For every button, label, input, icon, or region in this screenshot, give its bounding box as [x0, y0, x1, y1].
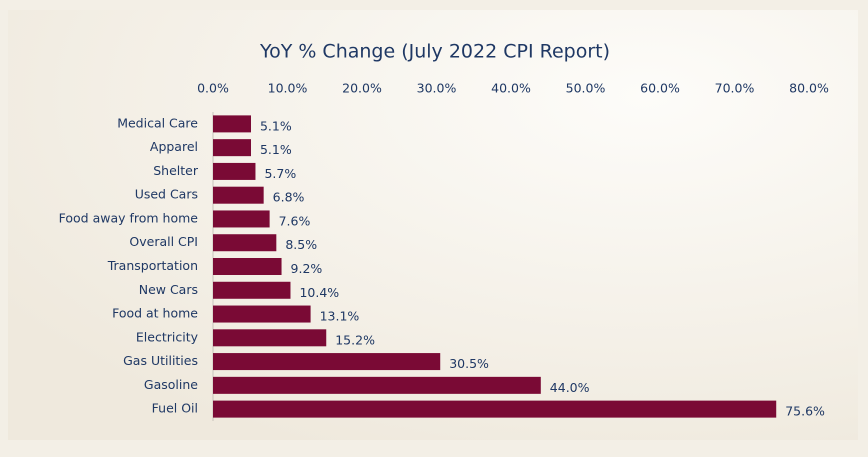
- x-tick-label: 70.0%: [715, 81, 755, 96]
- bar: [213, 305, 311, 323]
- data-label: 5.1%: [260, 118, 292, 133]
- data-label: 15.2%: [335, 332, 375, 347]
- x-tick-label: 80.0%: [789, 81, 829, 96]
- bar: [213, 210, 270, 228]
- bar: [213, 281, 291, 299]
- x-tick-label: 40.0%: [491, 81, 531, 96]
- bar: [213, 353, 441, 371]
- chart-title: YoY % Change (July 2022 CPI Report): [259, 41, 610, 63]
- y-tick-label: Apparel: [150, 139, 198, 154]
- bar: [213, 258, 282, 275]
- x-tick-label: 10.0%: [268, 81, 308, 96]
- bar: [213, 329, 327, 347]
- data-label: 5.1%: [260, 142, 292, 157]
- bar: [213, 139, 251, 157]
- y-tick-label: Overall CPI: [129, 234, 198, 249]
- data-label: 6.8%: [273, 190, 305, 205]
- y-tick-label: Food at home: [112, 306, 198, 321]
- data-label: 13.1%: [320, 309, 360, 324]
- bar: [213, 186, 264, 204]
- x-tick-label: 50.0%: [566, 81, 606, 96]
- bar: [213, 376, 541, 394]
- data-label: 10.4%: [299, 285, 339, 300]
- bar: [213, 400, 777, 418]
- x-tick-label: 60.0%: [640, 81, 680, 96]
- data-label: 44.0%: [550, 380, 590, 395]
- bar: [213, 234, 277, 252]
- data-label: 5.7%: [264, 166, 296, 181]
- data-label: 7.6%: [279, 213, 311, 228]
- y-tick-label: Gasoline: [144, 377, 198, 392]
- y-tick-label: New Cars: [139, 282, 198, 297]
- y-tick-label: Electricity: [136, 329, 199, 344]
- data-label: 30.5%: [449, 356, 489, 371]
- y-tick-label: Shelter: [153, 163, 199, 178]
- bar: [213, 162, 256, 180]
- y-tick-label: Fuel Oil: [152, 401, 198, 416]
- x-tick-label: 20.0%: [342, 81, 382, 96]
- y-tick-label: Food away from home: [59, 210, 199, 225]
- data-label: 75.6%: [785, 404, 825, 419]
- y-tick-label: Transportation: [107, 258, 198, 273]
- bar: [213, 115, 251, 133]
- x-tick-label: 0.0%: [197, 81, 229, 96]
- x-tick-label: 30.0%: [417, 81, 457, 96]
- y-tick-label: Used Cars: [135, 187, 198, 202]
- y-tick-label: Gas Utilities: [123, 353, 198, 368]
- y-tick-label: Medical Care: [117, 115, 198, 130]
- data-label: 9.2%: [291, 261, 323, 276]
- data-label: 8.5%: [285, 237, 317, 252]
